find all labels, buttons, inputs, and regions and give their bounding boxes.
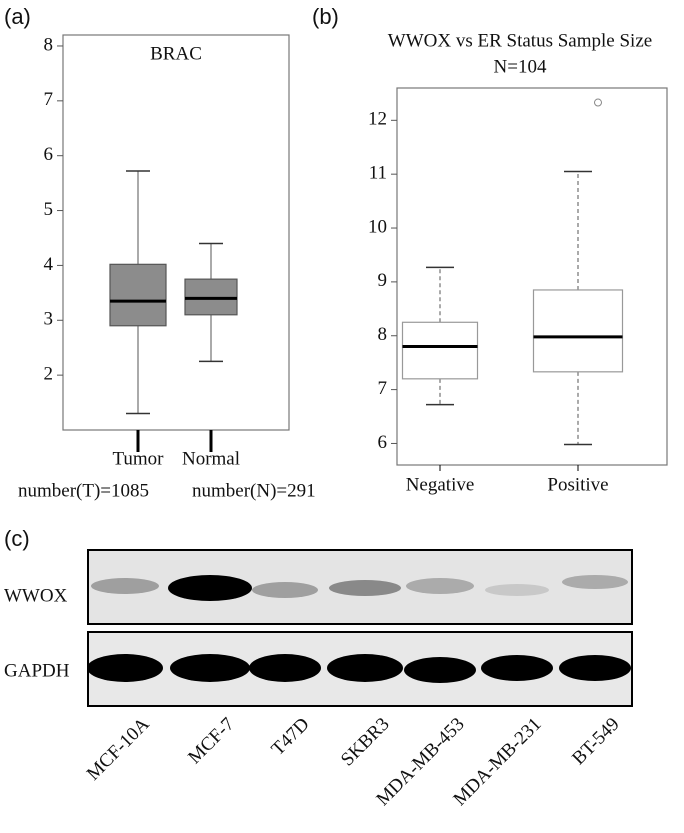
y-tick-label: 8 <box>378 324 388 345</box>
band <box>559 655 631 681</box>
y-tick-label: 4 <box>44 254 54 275</box>
lane-label: MCF-7 <box>184 714 238 768</box>
x-tick-label: Negative <box>406 474 475 495</box>
annotation: number(N)=291 <box>192 480 316 501</box>
outlier <box>594 98 602 107</box>
blot <box>87 549 633 707</box>
row-label: WWOX <box>4 585 68 606</box>
band <box>481 655 553 681</box>
lane-label: BT-549 <box>568 714 623 769</box>
box <box>109 263 167 327</box>
band <box>170 654 250 682</box>
lane-label: SKBR3 <box>337 714 394 771</box>
band <box>404 657 476 683</box>
row-label: GAPDH <box>4 660 70 681</box>
band <box>91 578 159 594</box>
x-tick-label: Tumor <box>112 448 164 469</box>
panel-label: (a) <box>4 4 31 29</box>
chart-subtitle: N=104 <box>494 56 547 77</box>
lane-label: MCF-10A <box>83 714 154 785</box>
plot-frame <box>62 34 290 431</box>
box <box>401 321 479 380</box>
y-tick-label: 10 <box>368 216 387 237</box>
y-tick-label: 5 <box>44 199 54 220</box>
band <box>485 584 549 596</box>
band <box>329 580 401 596</box>
x-tick-label: Positive <box>547 474 608 495</box>
y-tick-label: 3 <box>44 309 54 330</box>
y-tick-label: 6 <box>44 144 54 165</box>
band <box>562 575 628 589</box>
chart-title: BRAC <box>150 43 202 64</box>
x-tick-label: Normal <box>182 448 240 469</box>
y-tick-label: 9 <box>378 270 388 291</box>
panel-label: (c) <box>4 526 30 551</box>
y-tick-label: 7 <box>44 89 54 110</box>
lane-label: T47D <box>267 714 313 760</box>
band <box>252 582 318 598</box>
chart-title: WWOX vs ER Status Sample Size <box>388 30 652 51</box>
annotation: number(T)=1085 <box>18 480 149 501</box>
y-tick-label: 11 <box>369 163 387 184</box>
box <box>532 289 624 373</box>
band <box>327 654 403 682</box>
y-tick-label: 7 <box>378 378 388 399</box>
y-tick-label: 2 <box>44 363 54 384</box>
band <box>406 578 474 594</box>
plot-frame <box>396 87 668 466</box>
band <box>249 654 321 682</box>
band <box>87 654 163 682</box>
y-tick-label: 6 <box>378 432 388 453</box>
y-tick-label: 8 <box>44 34 54 55</box>
bands <box>87 575 631 683</box>
panel-label: (b) <box>312 4 339 29</box>
band <box>168 575 252 601</box>
y-tick-label: 12 <box>368 109 387 130</box>
